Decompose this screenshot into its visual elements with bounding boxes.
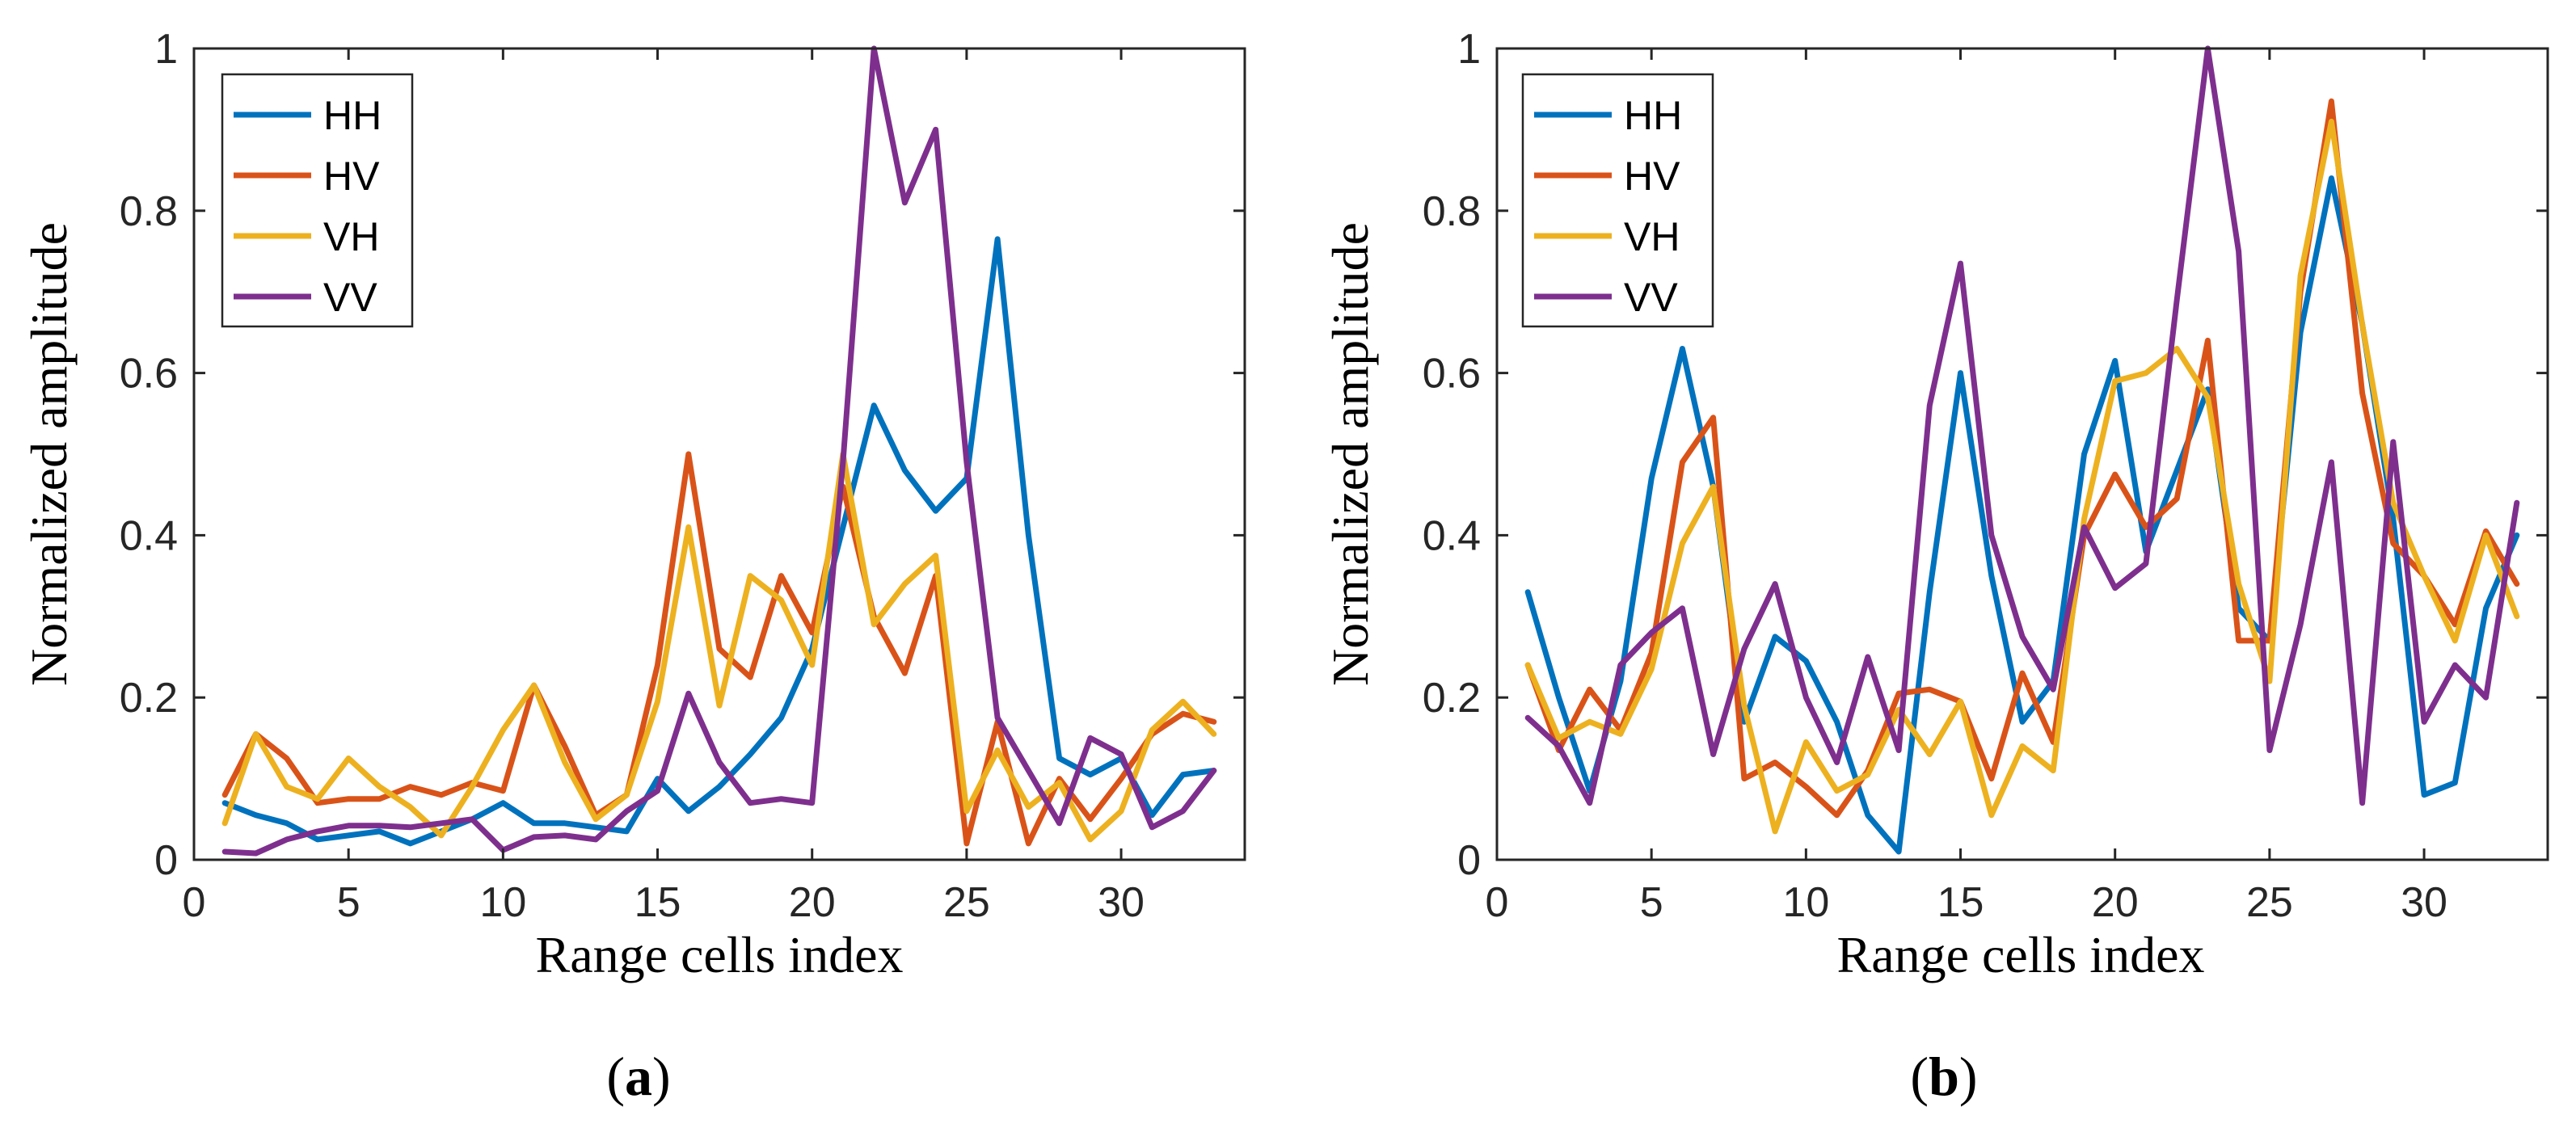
y-axis-label: Normalized amplitude	[1322, 222, 1379, 686]
legend-label-hv: HV	[1624, 154, 1680, 199]
caption-open-paren: (	[606, 1046, 625, 1107]
x-tick-label: 20	[789, 879, 836, 926]
legend-label-vv: VV	[323, 275, 377, 320]
y-tick-label: 0.6	[120, 351, 178, 398]
legend-label-hh: HH	[323, 93, 382, 138]
x-tick-label: 10	[1782, 879, 1829, 926]
y-tick-label: 0.6	[1423, 351, 1481, 398]
plot-area-frame	[1495, 47, 2549, 861]
caption-label: a	[625, 1046, 652, 1107]
y-tick-label: 0	[154, 837, 178, 884]
y-tick-label: 0.8	[120, 188, 178, 235]
x-axis: 0 5 10 15 20 25 30	[1486, 48, 2447, 926]
legend-label-hh: HH	[1624, 93, 1682, 138]
caption-label: b	[1929, 1046, 1959, 1107]
y-tick-label: 0.4	[1423, 512, 1481, 559]
series-line-hh	[221, 236, 1217, 847]
caption-close-paren: )	[1959, 1046, 1978, 1107]
chart-panel-a: 0 5 10 15 20 25 30 0 0.2 0.4 0.6 0.8 1 Range cells …	[20, 26, 1246, 1107]
x-tick-label: 30	[1098, 879, 1145, 926]
caption-close-paren: )	[652, 1046, 671, 1107]
y-tick-label: 0.2	[1423, 675, 1481, 722]
y-tick-label: 0.8	[1423, 188, 1481, 235]
y-tick-label: 1	[1457, 26, 1481, 73]
x-tick-label: 20	[2092, 879, 2139, 926]
x-tick-label: 5	[337, 879, 360, 926]
series-line-vh	[1524, 118, 2520, 835]
y-axis: 0 0.2 0.4 0.6 0.8 1	[120, 26, 1245, 884]
x-tick-label: 15	[635, 879, 681, 926]
x-tick-label: 5	[1640, 879, 1663, 926]
caption-open-paren: (	[1910, 1046, 1929, 1107]
x-tick-label: 15	[1937, 879, 1984, 926]
x-tick-label: 25	[943, 879, 990, 926]
x-tick-label: 0	[1486, 879, 1509, 926]
plot-area-frame	[192, 47, 1246, 861]
x-tick-label: 30	[2401, 879, 2447, 926]
x-tick-label: 25	[2246, 879, 2293, 926]
series-line-vv	[221, 45, 1217, 857]
series-lines	[1524, 45, 2520, 855]
x-axis-label: Range cells index	[1837, 926, 2205, 983]
legend-label-vh: VH	[1624, 214, 1680, 259]
caption-b: (b)	[1910, 1046, 1977, 1107]
caption-a: (a)	[606, 1046, 670, 1107]
series-line-vh	[221, 451, 1217, 843]
x-tick-label: 10	[479, 879, 526, 926]
series-lines	[221, 45, 1217, 857]
legend: HH HV VH VV	[1521, 73, 1714, 328]
legend-box	[221, 73, 414, 328]
y-axis-label: Normalized amplitude	[20, 222, 78, 686]
legend: HH HV VH VV	[221, 73, 414, 328]
legend-label-vv: VV	[1624, 275, 1678, 320]
legend-label-vh: VH	[323, 214, 379, 259]
x-tick-label: 0	[183, 879, 206, 926]
x-axis: 0 5 10 15 20 25 30	[183, 48, 1145, 926]
series-line-hv	[1524, 98, 2520, 819]
chart-panel-b: 0 5 10 15 20 25 30 0 0.2 0.4 0.6 0.8 1 Range cells …	[1322, 26, 2549, 1107]
y-tick-label: 1	[154, 26, 178, 73]
y-axis: 0 0.2 0.4 0.6 0.8 1	[1423, 26, 2548, 884]
series-line-vv	[1524, 45, 2520, 806]
y-tick-label: 0.2	[120, 675, 178, 722]
legend-label-hv: HV	[323, 154, 380, 199]
x-axis-label: Range cells index	[536, 926, 904, 983]
y-tick-label: 0	[1457, 837, 1481, 884]
y-tick-label: 0.4	[120, 512, 178, 559]
